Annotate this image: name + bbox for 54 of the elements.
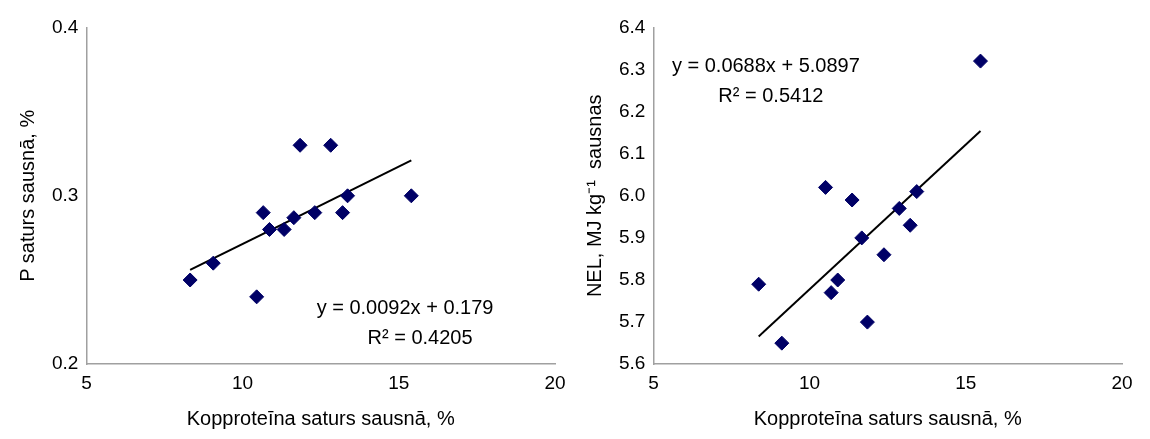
point	[902, 217, 918, 233]
point	[335, 205, 351, 221]
annotation: y = 0.0688x + 5.0897	[671, 53, 860, 76]
y-tick-label: 6.3	[618, 57, 646, 79]
x-axis-title: Kopproteīna saturs sausnā, %	[753, 406, 1022, 429]
point	[818, 179, 834, 195]
annotation: R² = 0.4205	[367, 326, 473, 349]
point	[286, 210, 302, 226]
y-tick-label: 6.2	[618, 99, 646, 121]
point	[909, 184, 925, 200]
y-tick-label: 6.1	[618, 141, 646, 163]
y-tick-label: 5.9	[618, 226, 646, 248]
y-tick-label: 5.6	[618, 352, 646, 374]
point	[774, 335, 790, 351]
point	[261, 221, 277, 237]
point	[323, 137, 339, 153]
y-axis-title: P saturs sausnā, %	[15, 109, 38, 282]
x-axis-title: Kopproteīna saturs sausnā, %	[186, 406, 455, 429]
x-tick-label: 5	[648, 371, 659, 393]
point	[859, 314, 875, 330]
x-tick-label: 20	[544, 371, 566, 393]
point	[255, 205, 271, 221]
y-tick-label: 5.8	[618, 268, 646, 290]
x-tick-label: 10	[799, 371, 821, 393]
y-tick-label: 0.3	[51, 184, 79, 206]
point	[844, 192, 860, 208]
point	[205, 255, 221, 271]
annotation: y = 0.0092x + 0.179	[316, 296, 494, 319]
point	[292, 137, 308, 153]
x-tick-label: 5	[81, 371, 92, 393]
y-axis-title: NEL, MJ kg⁻¹ sausnas	[582, 94, 605, 298]
point	[249, 289, 265, 305]
point	[307, 205, 323, 221]
annotation: R² = 0.5412	[718, 83, 824, 106]
point	[403, 188, 419, 204]
point	[276, 221, 292, 237]
x-tick-label: 15	[955, 371, 977, 393]
point	[972, 53, 988, 69]
point	[830, 272, 846, 288]
point	[876, 247, 892, 263]
point	[751, 276, 767, 292]
y-tick-label: 6.4	[618, 15, 646, 37]
point	[823, 285, 839, 301]
point	[891, 200, 907, 216]
x-tick-label: 10	[232, 371, 254, 393]
y-tick-label: 5.7	[618, 310, 646, 332]
point	[340, 188, 356, 204]
point	[182, 272, 198, 288]
x-tick-label: 20	[1111, 371, 1133, 393]
y-tick-label: 0.2	[51, 352, 79, 374]
y-tick-label: 6.0	[618, 184, 646, 206]
x-tick-label: 15	[388, 371, 410, 393]
point	[854, 230, 870, 246]
y-tick-label: 0.4	[51, 15, 79, 37]
